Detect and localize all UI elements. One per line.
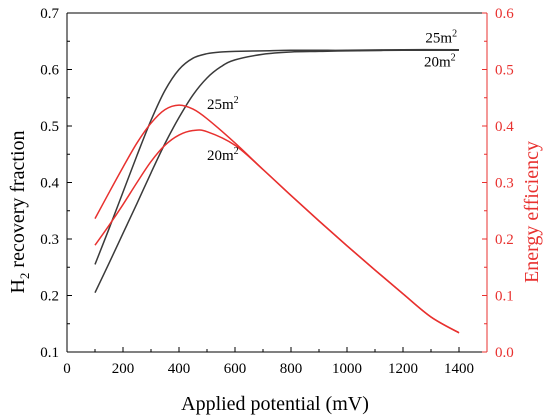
- y-axis-left-label-rest: recovery fraction: [7, 130, 29, 272]
- y-axis-right-label: Energy efficiency: [521, 141, 543, 283]
- x-tick-label: 0: [63, 361, 71, 377]
- x-tick-label: 400: [168, 361, 191, 377]
- y-axis-left-label-subscript: 2: [17, 273, 32, 280]
- right-axis-ticks: 0.0 0.1 0.2 0.3 0.4 0.5 0.6: [482, 6, 514, 361]
- x-tick-label: 200: [112, 361, 135, 377]
- y-left-tick-label: 0.1: [40, 345, 59, 361]
- x-tick-label: 800: [280, 361, 303, 377]
- y-left-tick-label: 0.2: [40, 289, 59, 305]
- curve-annotation-superscript: 2: [452, 28, 457, 39]
- y-left-tick-label: 0.6: [40, 63, 59, 79]
- curve-annotation-text: 25m: [425, 30, 452, 46]
- x-axis-ticks: 0 200 400 600 800 1000 1200 1400: [63, 347, 474, 377]
- curve-annotation: 20m2: [424, 53, 456, 71]
- y-right-tick-label: 0.3: [495, 176, 514, 192]
- y-left-tick-label: 0.5: [40, 119, 59, 135]
- y-right-tick-label: 0.2: [495, 232, 514, 248]
- series-layer: [94, 48, 460, 334]
- curve-annotation: 25m2: [425, 28, 457, 46]
- y-right-tick-label: 0.0: [495, 345, 514, 361]
- x-tick-label: 600: [224, 361, 247, 377]
- y-right-tick-label: 0.4: [495, 119, 514, 135]
- efficiency-series-line-3: [94, 129, 460, 334]
- curve-annotation: 25m2: [207, 95, 239, 113]
- curve-annotation-superscript: 2: [451, 53, 456, 64]
- y-right-tick-label: 0.6: [495, 6, 514, 22]
- curve-annotation: 20m2: [207, 146, 239, 164]
- curve-annotation-text: 20m: [424, 55, 451, 71]
- left-axis-ticks: 0.1 0.2 0.3 0.4 0.5 0.6 0.7: [40, 6, 72, 361]
- curve-annotation-superscript: 2: [234, 146, 239, 157]
- recovery-series-line-1: [94, 49, 460, 294]
- recovery-series-line-0: [94, 48, 460, 265]
- y-right-tick-label: 0.5: [495, 63, 514, 79]
- x-tick-label: 1000: [332, 361, 362, 377]
- y-left-tick-label: 0.3: [40, 232, 59, 248]
- curve-annotation-text: 25m: [207, 97, 234, 113]
- x-axis-label: Applied potential (mV): [181, 393, 369, 415]
- x-tick-label: 1400: [444, 361, 474, 377]
- y-left-tick-label: 0.4: [40, 176, 59, 192]
- y-right-tick-label: 0.1: [495, 289, 514, 305]
- x-tick-label: 1200: [388, 361, 418, 377]
- y-axis-left-label-main: H: [7, 279, 29, 293]
- efficiency-series-line-2: [94, 104, 460, 334]
- y-left-tick-label: 0.7: [40, 6, 59, 22]
- y-axis-left-label: H2 recovery fraction: [7, 130, 32, 293]
- curve-annotation-text: 20m: [207, 148, 234, 164]
- curve-annotation-superscript: 2: [234, 95, 239, 106]
